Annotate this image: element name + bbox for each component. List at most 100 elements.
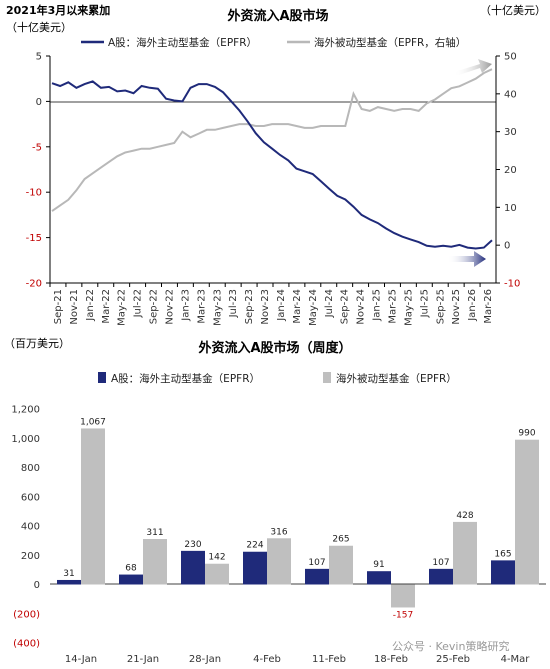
bar-y-tick-label: 800 [21,463,40,474]
bar-legend-label-active: A股：海外主动型基金（EPFR） [111,372,260,385]
bar-passive [391,584,415,608]
chart-note: 2021年3月以来累加 [6,3,110,17]
bar-active [305,568,329,585]
bar-value-label: 1,067 [80,417,106,427]
bar-active [181,550,205,585]
bar-category-label: 14-Jan [65,654,97,665]
x-tick-label: Jan-26 [467,289,478,322]
y-right-ticks: 50 40 30 20 10 0 -10 [496,52,520,290]
y-left-tick-label: -10 [26,188,42,199]
bar-legend-swatch-passive [323,372,331,383]
arrow-passive-icon [454,59,492,76]
x-tick-label: Sep-24 [340,289,351,324]
bar-y-ticks: 1,200 1,000 800 600 400 200 0 (200) (400) [11,405,40,650]
bar-category-label: 18-Feb [374,654,408,665]
y-left-tick-label: -5 [32,142,42,153]
bar-value-label: -157 [393,610,413,620]
x-tick-label: Sep-23 [244,289,255,324]
legend-label-active: A股：海外主动型基金（EPFR） [108,36,257,49]
bar-category-label: 25-Feb [436,654,470,665]
y-left-tick-label: -15 [26,233,42,244]
x-tick-label: May-22 [117,289,128,326]
x-tick-label: Mar-24 [292,289,303,324]
x-tick-label: Mar-25 [387,289,398,324]
bar-active [57,579,81,585]
bar-category-label: 4-Mar [501,654,531,665]
x-tick-label: Nov-25 [451,289,462,325]
bar-passive [143,539,167,585]
y-right-tick-label: 40 [504,89,517,100]
bar-x-labels: 14-Jan 21-Jan 28-Jan 4-Feb 11-Feb 18-Feb 25-Fe… [65,654,530,665]
x-tick-label: Sep-25 [435,289,446,324]
bar-value-label: 107 [308,558,325,568]
x-tick-label: Jul-23 [228,289,239,318]
bar-category-label: 4-Feb [253,654,281,665]
bar-category-label: 11-Feb [312,654,346,665]
bar-value-label: 31 [63,569,74,579]
y-right-tick-label: 0 [504,241,510,252]
series-line-passive [51,68,493,212]
y-right-unit: （十亿美元） [480,3,546,17]
y-left-tick-label: 5 [36,52,42,63]
bar-value-label: 230 [184,540,201,550]
bar-value-label: 311 [146,528,163,538]
bar-value-label: 107 [432,558,449,568]
x-tick-label: Jul-24 [324,289,335,318]
x-tick-label: Mar-26 [483,289,494,324]
x-tick-label: Jan-24 [276,289,287,322]
y-left-unit: （十亿美元） [6,20,72,34]
bar-y-tick-label: 1,200 [11,405,40,416]
x-tick-label: Jan-25 [372,289,383,322]
bar-y-tick-label: 1,000 [11,434,40,445]
x-tick-label: Jul-25 [419,289,430,318]
x-tick-label: Nov-21 [69,289,80,325]
x-tick-label: May-24 [308,289,319,326]
bar-category-label: 21-Jan [127,654,159,665]
arrow-active-icon [448,251,486,267]
y-left-tick-label: 0 [36,97,42,108]
bar-value-label: 68 [125,564,137,574]
y-left-ticks: 5 0 -5 -10 -15 -20 [26,52,50,290]
bar-passive [453,521,477,585]
line-chart-title: 外资流入A股市场 [226,8,328,24]
bar-active [367,571,391,585]
x-tick-label: Nov-22 [164,289,175,325]
bar-y-tick-label: 0 [34,580,40,591]
y-right-tick-label: 10 [504,203,517,214]
x-tick-label: Sep-21 [53,289,64,324]
x-tick-label: Mar-23 [196,289,207,324]
bar-active [119,574,143,585]
x-tick-label: May-23 [212,289,223,326]
line-chart: 2021年3月以来累加 （十亿美元） （十亿美元） 外资流入A股市场 A股：海外… [6,3,546,326]
x-tick-label: Jan-22 [85,289,96,322]
bar-value-label: 265 [332,535,349,545]
bar-y-tick-label: 600 [21,492,40,503]
bar-chart-title: 外资流入A股市场（周度） [197,340,351,356]
bar-active [429,568,453,585]
x-tick-label: Nov-23 [260,289,271,325]
series-line-active [51,80,493,250]
bar-y-tick-label: 400 [21,522,40,533]
bar-category-label: 28-Jan [189,654,221,665]
bar-y-tick-label: (200) [13,609,40,620]
bar-value-label: 165 [494,549,511,559]
bar-y-tick-label: 200 [21,551,40,562]
x-tick-label: Jul-22 [133,289,144,318]
x-ticks: Sep-21 Nov-21 Jan-22 Mar-22 May-22 Jul-22 Sep-… [49,283,494,326]
bar-chart: （百万美元） 外资流入A股市场（周度） A股：海外主动型基金（EPFR） 海外被… [4,337,546,665]
y-right-tick-label: 30 [504,127,517,138]
x-tick-label: Jan-23 [180,289,191,322]
x-tick-label: May-25 [403,289,414,326]
bar-value-label: 316 [270,527,287,537]
x-tick-label: Sep-22 [149,289,160,324]
bars: 31 1,067 68 311 230 142 224 316 107 265 91 -157 107 4… [57,417,539,620]
x-tick-label: Nov-24 [356,289,367,325]
bar-passive [515,439,539,585]
bar-value-label: 142 [208,553,225,563]
y-right-tick-label: -10 [504,279,520,290]
bar-passive [267,538,291,585]
bar-value-label: 224 [246,541,263,551]
bar-active [243,551,267,585]
bar-passive [81,428,105,585]
